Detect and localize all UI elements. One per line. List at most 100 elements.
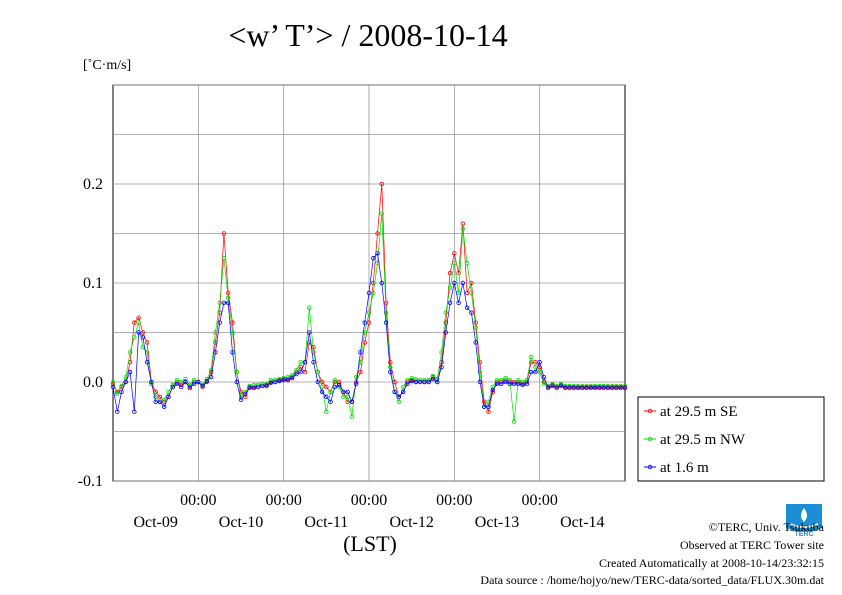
data-point [443,310,448,315]
data-point [157,394,163,400]
data-point [144,360,150,365]
data-point [396,399,402,404]
data-point [136,320,141,325]
data-point [452,280,457,286]
data-point [524,381,530,387]
data-point [464,305,470,310]
data-point [132,335,137,340]
data-point [362,340,367,345]
data-point [469,280,474,286]
y-tick-label: 0.1 [83,275,103,292]
data-point [601,385,606,391]
data-point [166,394,171,400]
data-point [413,376,419,382]
x-tick-label-date: Oct-12 [389,514,433,531]
data-point [418,379,423,385]
data-point [324,394,329,400]
data-point [413,379,419,385]
data-point [379,181,384,187]
data-point [272,379,278,385]
data-point [191,381,197,387]
data-point [503,379,508,385]
data-point [281,377,286,383]
data-point [430,373,436,379]
data-point [592,385,598,391]
data-point [285,374,291,380]
data-point [336,379,342,385]
data-point [234,379,239,385]
x-tick-label-date: Oct-14 [560,514,604,531]
legend-swatch-marker [647,464,653,470]
data-point [110,379,116,385]
data-point [268,380,274,386]
data-point [358,369,363,375]
legend-swatch-marker [647,436,653,442]
data-point [298,360,303,365]
data-point [341,394,346,400]
data-point [213,330,218,335]
data-point [400,384,406,390]
data-point [490,387,495,393]
data-point [584,385,589,391]
data-point [528,355,534,360]
data-point [486,409,491,414]
data-point [315,379,320,385]
data-point [238,397,244,403]
x-axis-label: (LST) [343,531,397,556]
legend-item: at 29.5 m SE [644,404,738,420]
data-point [460,280,466,286]
data-point [268,377,274,383]
data-point [460,221,466,226]
data-point [319,379,325,385]
legend-label: at 29.5 m NW [660,432,746,448]
data-point [153,394,158,400]
y-unit-label: [˚C·m/s] [83,58,131,73]
data-point [439,364,444,370]
data-point [464,290,470,296]
data-point [494,381,500,387]
data-point [234,369,239,375]
data-point [409,378,414,384]
data-point [311,360,316,365]
legend-box [637,396,825,482]
y-axis: -0.1 0.0 0.1 0.2 [78,176,103,490]
data-point [533,369,538,375]
data-point [294,371,299,377]
data-point [588,385,594,391]
data-point [409,375,414,381]
data-point [332,384,338,390]
data-point [610,385,615,391]
data-point [204,378,210,384]
grid-lines [113,84,625,482]
data-point [571,385,576,391]
data-point [285,377,291,383]
x-tick-label-time: 00:00 [436,492,472,509]
data-point [486,404,491,409]
data-point [221,231,227,236]
legend: at 29.5 m SE at 29.5 m NW at 1.6 m [637,396,825,482]
observed-text: Observed at TERC Tower site [679,538,824,552]
data-point [230,320,235,325]
data-point [225,300,231,305]
data-point [115,391,120,397]
data-point [426,379,431,385]
data-point [366,310,372,315]
data-point [443,320,448,325]
data-point [157,399,163,404]
data-point [230,350,235,355]
data-point [311,350,316,355]
data-point [430,376,436,382]
data-point [499,381,504,387]
data-point [354,381,359,387]
data-point [298,369,303,375]
series-layer [110,181,628,424]
data-point [264,383,269,389]
data-point [187,385,192,391]
data-point [614,385,619,391]
data-point [482,404,487,409]
data-point [362,320,367,325]
data-point [217,300,222,305]
x-tick-label-date: Oct-13 [475,514,519,531]
